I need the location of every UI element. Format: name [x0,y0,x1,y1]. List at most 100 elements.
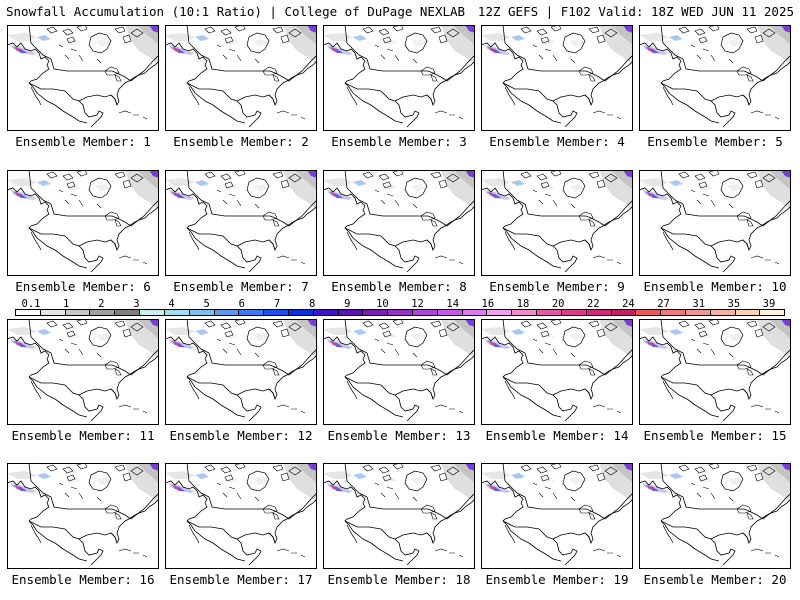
ensemble-member-label: Ensemble Member: 17 [169,572,313,587]
ensemble-member-label: Ensemble Member: 9 [489,279,625,294]
colorbar-tick-label: 18 [516,298,530,310]
colorbar-swatch [90,310,116,315]
ensemble-member-panel: Ensemble Member: 8 [323,170,475,294]
snowfall-map [7,170,159,276]
model-run-info: 12Z GEFS | F102 Valid: 18Z WED JUN 11 20… [477,4,794,19]
snowfall-map [323,463,475,569]
snowfall-map [639,319,791,425]
colorbar-swatch [611,310,637,315]
ensemble-member-label: Ensemble Member: 8 [331,279,467,294]
colorbar-tick-label: 0.1 [21,298,41,310]
snowfall-map [481,463,633,569]
ensemble-member-label: Ensemble Member: 19 [485,572,629,587]
colorbar-tick-label: 8 [308,298,316,310]
snowfall-map [639,463,791,569]
ensemble-member-label: Ensemble Member: 13 [327,428,471,443]
colorbar-swatch [313,310,339,315]
ensemble-member-panel: Ensemble Member: 19 [481,463,633,587]
colorbar-tick-label: 7 [273,298,281,310]
ensemble-member-label: Ensemble Member: 18 [327,572,471,587]
ensemble-member-label: Ensemble Member: 7 [173,279,309,294]
colorbar-swatches [15,309,785,316]
colorbar-swatch [586,310,612,315]
ensemble-member-label: Ensemble Member: 15 [643,428,787,443]
ensemble-member-label: Ensemble Member: 14 [485,428,629,443]
snowfall-colorbar: 0.1 1 2 3 4 5 6 7 8 9 10 12 14 16 18 20 22 24 27 31 35 39 [15,298,785,318]
colorbar-swatch [413,310,438,315]
ensemble-member-label: Ensemble Member: 10 [643,279,787,294]
colorbar-swatch [115,310,141,315]
ensemble-member-panel: Ensemble Member: 12 [165,319,317,443]
ensemble-member-label: Ensemble Member: 5 [647,134,783,149]
colorbar-swatch [685,310,711,315]
colorbar-swatch [561,310,587,315]
snowfall-map [165,319,317,425]
snowfall-map [323,25,475,131]
ensemble-member-panel: Ensemble Member: 16 [7,463,159,587]
colorbar-swatch [140,310,165,315]
colorbar-swatch [487,310,513,315]
colorbar-tick-label: 6 [238,298,246,310]
colorbar-tick-label: 10 [376,298,389,310]
colorbar-swatch [636,310,662,315]
ensemble-member-panel: Ensemble Member: 9 [481,170,633,294]
ensemble-member-panel: Ensemble Member: 15 [639,319,791,443]
colorbar-swatch [264,310,289,315]
colorbar-swatch [189,310,215,315]
colorbar-tick-label: 20 [551,298,565,310]
ensemble-member-panel: Ensemble Member: 20 [639,463,791,587]
ensemble-member-label: Ensemble Member: 20 [643,572,787,587]
snowfall-map [639,170,791,276]
colorbar-tick-label: 1 [62,298,70,310]
colorbar-swatch [388,310,413,315]
ensemble-member-panel: Ensemble Member: 5 [639,25,791,149]
colorbar-tick-label: 35 [727,298,741,310]
colorbar-swatch [288,310,314,315]
colorbar-swatch [363,310,389,315]
colorbar-swatch [40,310,66,315]
colorbar-tick-label: 14 [446,298,460,310]
ensemble-member-label: Ensemble Member: 1 [15,134,151,149]
ensemble-member-panel: Ensemble Member: 4 [481,25,633,149]
snowfall-map [481,319,633,425]
colorbar-swatch [65,310,91,315]
ensemble-member-panel: Ensemble Member: 18 [323,463,475,587]
snowfall-map [7,319,159,425]
colorbar-tick-label: 16 [481,298,495,310]
snowfall-map [639,25,791,131]
ensemble-member-panel: Ensemble Member: 10 [639,170,791,294]
ensemble-member-panel: Ensemble Member: 6 [7,170,159,294]
colorbar-tick-label: 12 [411,298,424,310]
map-title: Snowfall Accumulation (10:1 Ratio) | Col… [6,4,466,19]
ensemble-member-panel: Ensemble Member: 7 [165,170,317,294]
ensemble-member-panel: Ensemble Member: 17 [165,463,317,587]
colorbar-swatch [437,310,463,315]
ensemble-member-panel: Ensemble Member: 13 [323,319,475,443]
colorbar-swatch [214,310,240,315]
colorbar-swatch [16,310,41,315]
ensemble-member-label: Ensemble Member: 2 [173,134,309,149]
ensemble-member-label: Ensemble Member: 11 [11,428,155,443]
colorbar-tick-label: 5 [203,298,210,310]
colorbar-tick-label: 27 [657,298,670,310]
colorbar-swatch [760,310,785,315]
colorbar-swatch [710,310,736,315]
colorbar-tick-label: 31 [692,298,706,310]
ensemble-member-label: Ensemble Member: 3 [331,134,467,149]
snowfall-map [481,25,633,131]
snowfall-map [323,319,475,425]
ensemble-member-panel: Ensemble Member: 11 [7,319,159,443]
ensemble-member-panel: Ensemble Member: 14 [481,319,633,443]
snowfall-shading [639,170,791,210]
snowfall-map [323,170,475,276]
colorbar-swatch [338,310,364,315]
colorbar-tick-label: 24 [622,298,635,310]
ensemble-member-panel: Ensemble Member: 2 [165,25,317,149]
colorbar-swatch [661,310,686,315]
colorbar-tick-label: 4 [168,298,175,310]
snowfall-map [7,463,159,569]
ensemble-member-label: Ensemble Member: 12 [169,428,313,443]
colorbar-swatch [735,310,761,315]
colorbar-swatch [164,310,190,315]
colorbar-tick-label: 2 [98,298,105,310]
